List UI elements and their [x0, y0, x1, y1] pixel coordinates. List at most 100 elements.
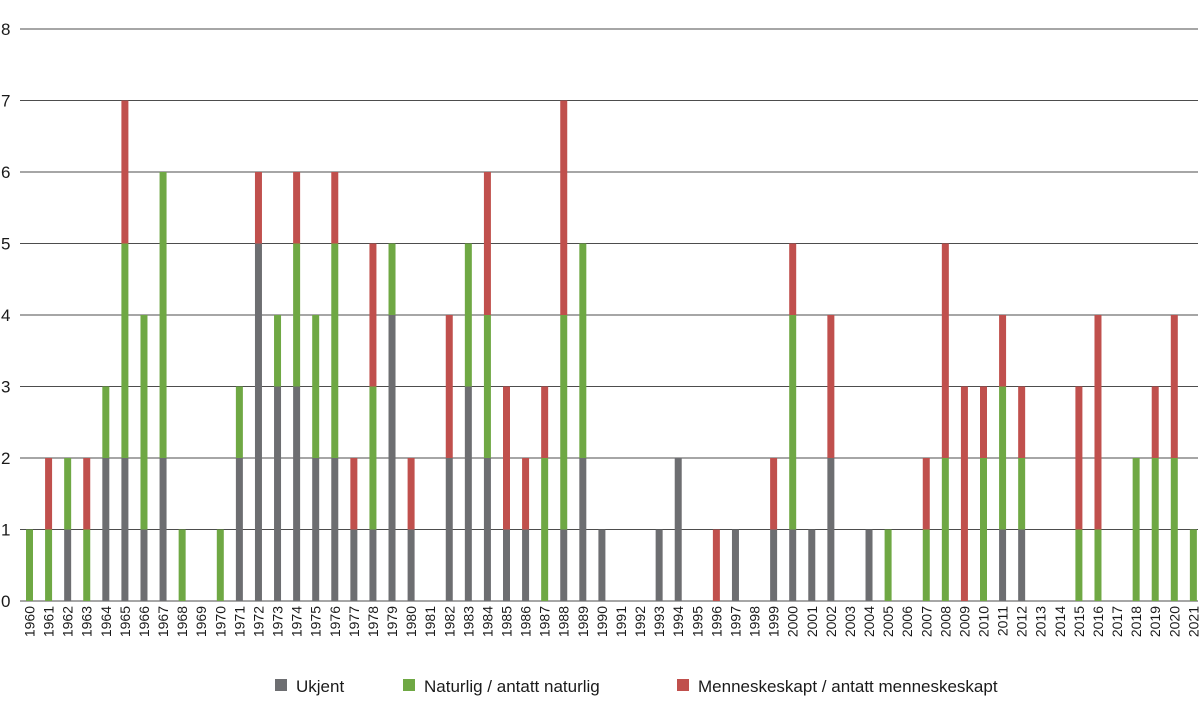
- x-tick-label: 2006: [899, 606, 915, 637]
- x-tick-label: 1961: [41, 606, 57, 637]
- bar-segment-naturlig: [312, 315, 320, 458]
- x-tick-label: 1974: [289, 606, 305, 637]
- bar-segment-menneskeskapt: [1170, 315, 1178, 458]
- bar-segment-ukjent: [274, 386, 282, 601]
- bar-segment-naturlig: [1094, 529, 1102, 601]
- bar-segment-naturlig: [941, 458, 949, 601]
- x-tick-label: 1989: [575, 606, 591, 637]
- x-tick-label: 2020: [1166, 606, 1182, 637]
- bar-segment-ukjent: [808, 529, 816, 601]
- bar-segment-menneskeskapt: [712, 529, 720, 601]
- legend-label-ukjent: Ukjent: [296, 677, 344, 696]
- bar-segment-naturlig: [483, 315, 491, 458]
- bar-segment-ukjent: [64, 529, 72, 601]
- x-tick-label: 1969: [193, 606, 209, 637]
- bar-segment-ukjent: [522, 529, 530, 601]
- bar-segment-menneskeskapt: [121, 100, 129, 244]
- x-tick-label: 1983: [460, 606, 476, 637]
- x-tick-label: 2015: [1071, 606, 1087, 637]
- x-tick-label: 1971: [231, 606, 247, 637]
- bar-segment-naturlig: [541, 458, 549, 601]
- x-tick-label: 2014: [1052, 606, 1068, 637]
- bar-segment-menneskeskapt: [483, 172, 491, 315]
- x-tick-label: 2021: [1185, 606, 1200, 637]
- x-tick-label: 1996: [708, 606, 724, 637]
- bar-segment-naturlig: [980, 458, 987, 601]
- x-tick-label: 1991: [613, 606, 629, 637]
- x-tick-label: 1976: [327, 606, 343, 637]
- gridlines: [20, 28, 1198, 602]
- bars: [26, 100, 1197, 601]
- bar-segment-naturlig: [369, 386, 377, 530]
- x-tick-label: 1962: [60, 606, 76, 637]
- bar-segment-menneskeskapt: [1094, 315, 1102, 530]
- bar-segment-menneskeskapt: [1075, 386, 1083, 530]
- bar-segment-naturlig: [579, 243, 587, 458]
- x-tick-label: 1975: [308, 606, 324, 637]
- bar-segment-ukjent: [503, 529, 510, 601]
- bar-segment-menneskeskapt: [827, 315, 835, 458]
- y-tick-label: 0: [1, 592, 10, 611]
- bar-segment-ukjent: [140, 529, 148, 601]
- bar-segment-ukjent: [350, 529, 358, 601]
- bar-segment-naturlig: [1189, 529, 1197, 601]
- bar-segment-menneskeskapt: [522, 458, 530, 530]
- bar-segment-menneskeskapt: [560, 100, 568, 315]
- x-tick-label: 1963: [79, 606, 95, 637]
- bar-segment-menneskeskapt: [1151, 386, 1159, 458]
- bar-segment-menneskeskapt: [331, 172, 339, 244]
- legend-swatch-menneskeskapt: [677, 679, 689, 691]
- bar-segment-naturlig: [1132, 458, 1140, 601]
- bar-segment-ukjent: [1018, 529, 1026, 601]
- x-tick-label: 2007: [918, 606, 934, 637]
- x-tick-label: 1982: [441, 606, 457, 637]
- bar-segment-naturlig: [83, 529, 91, 601]
- x-tick-label: 1998: [747, 606, 763, 637]
- bar-segment-naturlig: [560, 315, 568, 530]
- legend-label-naturlig: Naturlig / antatt naturlig: [424, 677, 600, 696]
- x-tick-label: 1985: [499, 606, 515, 637]
- x-tick-label: 1979: [384, 606, 400, 637]
- x-tick-label: 2010: [976, 606, 992, 637]
- bar-segment-ukjent: [464, 386, 472, 601]
- x-tick-label: 1999: [766, 606, 782, 637]
- bar-segment-ukjent: [655, 529, 663, 601]
- y-tick-label: 5: [1, 235, 10, 254]
- bar-segment-naturlig: [159, 172, 167, 458]
- legend: Ukjent Naturlig / antatt naturlig Mennes…: [275, 677, 998, 696]
- x-tick-label: 2016: [1090, 606, 1106, 637]
- bar-segment-naturlig: [922, 529, 930, 601]
- bar-segment-ukjent: [483, 458, 491, 601]
- x-tick-label: 2008: [937, 606, 953, 637]
- bar-segment-ukjent: [312, 458, 320, 601]
- x-tick-label: 1981: [422, 606, 438, 637]
- x-tick-label: 1994: [670, 606, 686, 637]
- bar-segment-ukjent: [770, 529, 778, 601]
- bar-segment-ukjent: [121, 458, 129, 601]
- bar-segment-naturlig: [235, 386, 243, 458]
- bar-segment-menneskeskapt: [1018, 386, 1026, 458]
- x-tick-label: 2009: [956, 606, 972, 637]
- x-tick-label: 2000: [785, 606, 801, 637]
- bar-segment-ukjent: [159, 458, 167, 601]
- bar-segment-menneskeskapt: [83, 458, 91, 530]
- x-tick-label: 1987: [537, 606, 553, 637]
- bar-segment-naturlig: [274, 315, 282, 387]
- legend-swatch-ukjent: [275, 679, 287, 691]
- x-tick-label: 2018: [1128, 606, 1144, 637]
- bar-segment-naturlig: [102, 386, 110, 458]
- bar-segment-ukjent: [331, 458, 339, 601]
- bar-segment-naturlig: [140, 315, 148, 530]
- bar-segment-naturlig: [216, 529, 224, 601]
- bar-segment-naturlig: [293, 243, 301, 387]
- x-tick-label: 2002: [823, 606, 839, 637]
- bar-segment-naturlig: [884, 529, 892, 601]
- bar-segment-menneskeskapt: [350, 458, 358, 530]
- x-tick-label: 1978: [365, 606, 381, 637]
- x-tick-label: 1980: [403, 606, 419, 637]
- bar-segment-ukjent: [827, 458, 835, 601]
- x-tick-label: 1973: [270, 606, 286, 637]
- bar-segment-naturlig: [331, 243, 339, 458]
- bar-segment-naturlig: [178, 529, 186, 601]
